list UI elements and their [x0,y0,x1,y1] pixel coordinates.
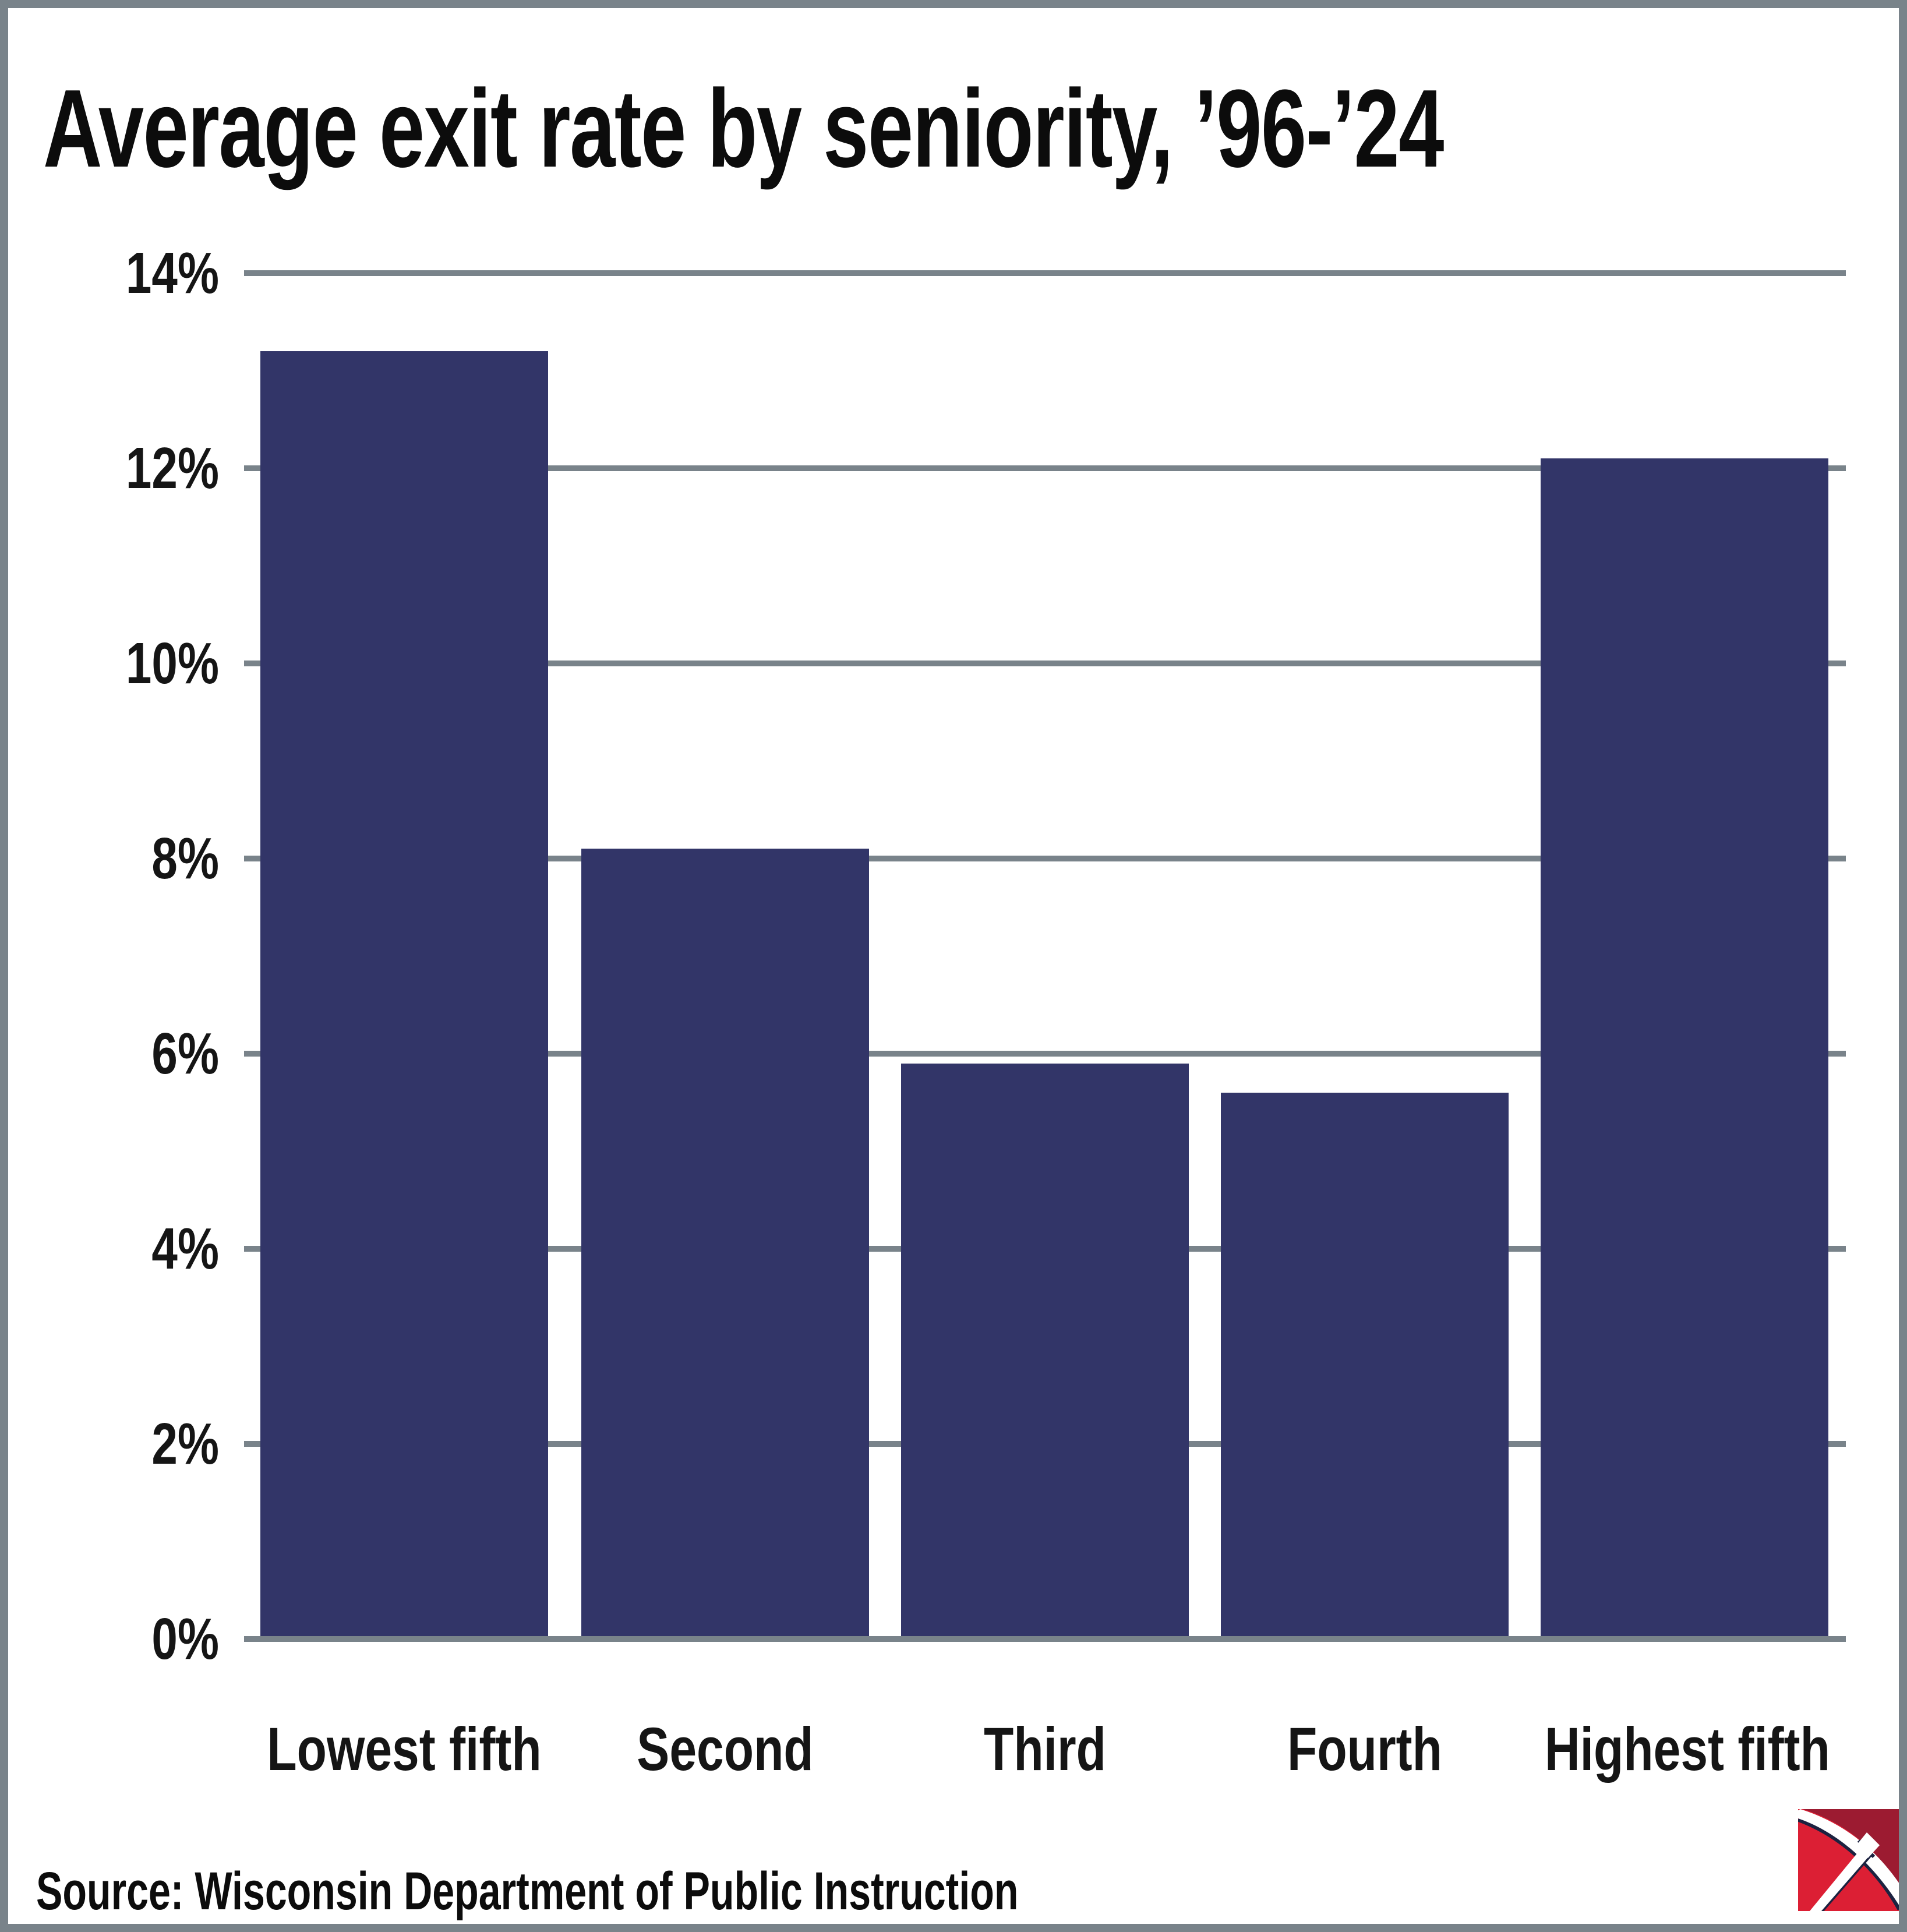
y-tick-label-4: 4% [151,1216,219,1281]
gridline-14pct [244,270,1846,276]
y-tick-label-6: 6% [151,1021,219,1086]
x-label-second: Second [637,1715,814,1783]
bar-lowest-fifth [260,351,548,1639]
gridline-10pct [244,661,1846,666]
gridline-6pct [244,1051,1846,1057]
y-tick-label-2: 2% [151,1411,219,1477]
gridline-12pct [244,465,1846,471]
y-tick-label-14: 14% [125,241,219,306]
source-credit: Source: Wisconsin Department of Public I… [36,1862,1019,1921]
x-label-lowest-fifth: Lowest fifth [267,1715,542,1783]
bar-highest-fifth [1541,458,1828,1639]
x-axis-line [244,1636,1846,1642]
y-tick-label-8: 8% [151,826,219,891]
chart-title: Average exit rate by seniority, ’96-’24 [43,67,1444,190]
x-label-fourth: Fourth [1287,1715,1442,1783]
bar-second [581,849,869,1639]
x-label-highest-fifth: Highest fifth [1545,1715,1830,1783]
gridline-8pct [244,856,1846,861]
y-tick-label-0: 0% [151,1606,219,1672]
y-tick-label-10: 10% [125,631,219,696]
pickaxe-logo-icon [1798,1809,1899,1911]
bar-third [901,1063,1189,1639]
x-label-third: Third [984,1715,1106,1783]
y-tick-label-12: 12% [125,436,219,501]
bar-fourth [1221,1093,1509,1639]
